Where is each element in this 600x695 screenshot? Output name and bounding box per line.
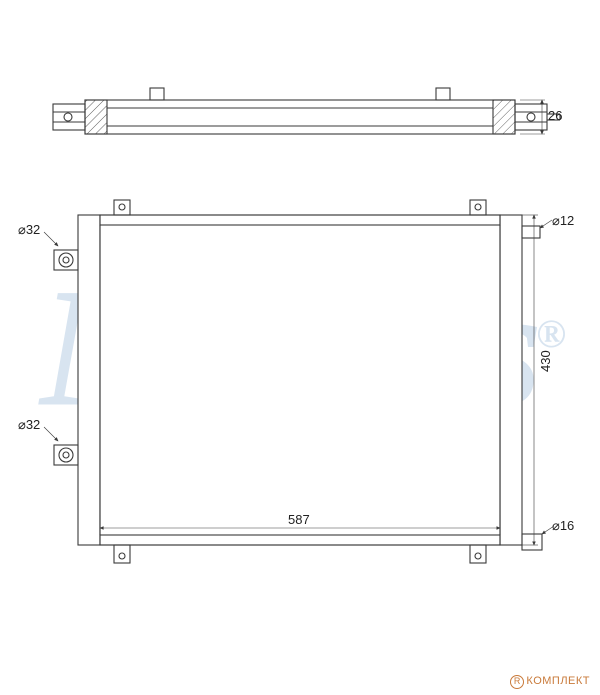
footer-text: КОМПЛЕКТ [526,675,590,687]
technical-drawing [0,0,600,695]
port-right-lower [522,526,554,550]
dim-width: 587 [288,512,310,527]
dim-d32a: ⌀32 [18,222,40,238]
port-left-upper [44,232,78,270]
dim-d16: ⌀16 [552,518,574,534]
port-left-lower [44,427,78,465]
footer-logo: RКОМПЛЕКТ [510,675,590,689]
dim-depth: 26 [548,108,562,123]
port-right-upper [522,220,552,238]
dim-height: 430 [538,350,553,372]
diagram-canvas: Nissens® [0,0,600,695]
footer-symbol: R [510,675,524,689]
top-view [53,88,560,134]
front-view [44,200,554,563]
dim-d12: ⌀12 [552,213,574,229]
dim-d32b: ⌀32 [18,417,40,433]
